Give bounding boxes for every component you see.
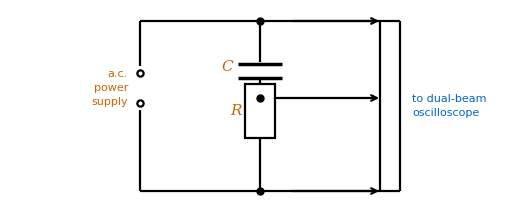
- Text: to dual-beam
oscilloscope: to dual-beam oscilloscope: [412, 94, 486, 118]
- Bar: [245, 84, 275, 138]
- Text: C: C: [221, 60, 233, 74]
- Text: R: R: [230, 104, 242, 118]
- Text: a.c.
power
supply: a.c. power supply: [91, 69, 128, 107]
